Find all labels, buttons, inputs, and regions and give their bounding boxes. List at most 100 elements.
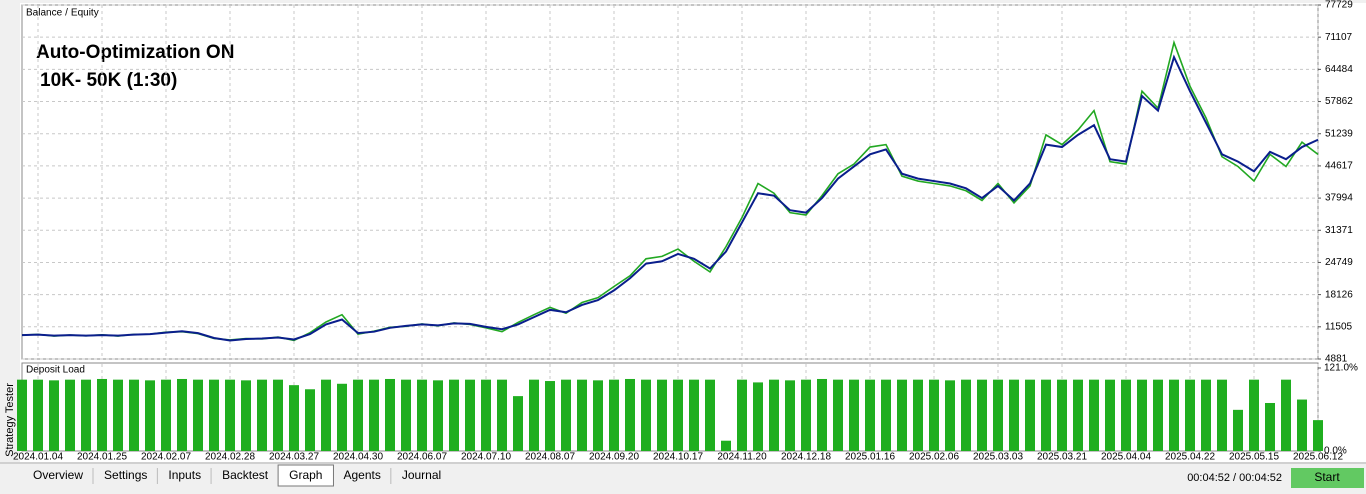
y-tick-label: 11505 xyxy=(1325,321,1353,332)
x-tick-label: 2025.05.15 xyxy=(1229,452,1279,463)
bar xyxy=(785,380,795,451)
bar xyxy=(849,379,859,451)
bar xyxy=(1313,420,1323,451)
bar xyxy=(1089,379,1099,451)
bar xyxy=(1169,379,1179,451)
tab-label[interactable]: Settings xyxy=(104,468,147,482)
bar xyxy=(385,378,395,451)
bar xyxy=(897,379,907,451)
x-tick-label: 2024.04.30 xyxy=(333,452,383,463)
bar xyxy=(1217,379,1227,451)
bar xyxy=(1297,399,1307,451)
bar xyxy=(1185,379,1195,451)
bar xyxy=(273,379,283,451)
bar xyxy=(817,378,827,451)
y-tick-label: 64484 xyxy=(1325,64,1353,75)
y-tick-label: 71107 xyxy=(1325,32,1353,43)
bar xyxy=(97,378,107,451)
tab-active[interactable] xyxy=(277,464,334,487)
bar xyxy=(209,379,219,451)
x-tick-label: 2024.12.18 xyxy=(781,452,831,463)
y-tick-label: 4881 xyxy=(1325,354,1348,365)
panel-title: Deposit Load xyxy=(26,365,85,376)
x-tick-label: 2024.08.07 xyxy=(525,452,575,463)
y-tick-label: 18126 xyxy=(1325,289,1353,300)
bar xyxy=(1281,379,1291,451)
bar xyxy=(145,380,155,451)
tab-label[interactable]: Agents xyxy=(343,468,380,482)
bar xyxy=(497,379,507,451)
bar xyxy=(577,379,587,451)
y-tick-label: 37994 xyxy=(1325,193,1353,204)
x-tick-label: 2024.06.07 xyxy=(397,452,447,463)
x-tick-label: 2025.01.16 xyxy=(845,452,895,463)
x-tick-label: 2024.01.25 xyxy=(77,452,127,463)
y-tick-label: 57862 xyxy=(1325,96,1353,107)
tab-label[interactable]: Backtest xyxy=(222,468,269,482)
bar xyxy=(1025,379,1035,451)
bar xyxy=(465,379,475,451)
start-button[interactable] xyxy=(1291,468,1364,488)
x-tick-label: 2025.06.12 xyxy=(1293,452,1343,463)
x-tick-label: 2025.04.22 xyxy=(1165,452,1215,463)
x-tick-label: 2024.02.07 xyxy=(141,452,191,463)
bar xyxy=(129,379,139,451)
bar xyxy=(929,379,939,451)
bar xyxy=(369,379,379,451)
bar xyxy=(1153,379,1163,451)
tab-label[interactable]: Journal xyxy=(402,468,441,482)
bar xyxy=(881,379,891,451)
bar xyxy=(545,381,555,451)
bar xyxy=(481,379,491,451)
x-tick-label: 2025.03.03 xyxy=(973,452,1023,463)
bar xyxy=(737,379,747,451)
bar xyxy=(81,379,91,451)
bar xyxy=(1249,379,1259,451)
bar xyxy=(689,379,699,451)
side-label: Strategy Tester xyxy=(4,383,16,457)
tab-label[interactable]: Graph xyxy=(289,468,322,482)
bar xyxy=(529,379,539,451)
bar xyxy=(705,379,715,451)
bar xyxy=(769,379,779,451)
bar xyxy=(657,379,667,451)
bar xyxy=(241,380,251,451)
bar xyxy=(993,379,1003,451)
tab-label[interactable]: Overview xyxy=(33,468,83,482)
tab-label[interactable]: Inputs xyxy=(168,468,201,482)
bar xyxy=(753,382,763,451)
y-tick-label: 77729 xyxy=(1325,0,1353,11)
bar xyxy=(1121,379,1131,451)
bar xyxy=(49,380,59,451)
bar xyxy=(1073,379,1083,451)
bar xyxy=(1105,379,1115,451)
start-label[interactable]: Start xyxy=(1314,470,1340,484)
annotation: 10K- 50K (1:30) xyxy=(40,70,177,91)
bar xyxy=(321,379,331,451)
bar xyxy=(721,440,731,451)
bar xyxy=(449,379,459,451)
x-tick-label: 2025.02.06 xyxy=(909,452,959,463)
bar xyxy=(1009,379,1019,451)
y-tick-label: 31371 xyxy=(1325,225,1353,236)
bar xyxy=(353,379,363,451)
annotation: Auto-Optimization ON xyxy=(36,42,234,63)
x-tick-label: 2024.03.27 xyxy=(269,452,319,463)
y-tick-label: 51239 xyxy=(1325,128,1353,139)
x-tick-label: 2025.04.04 xyxy=(1101,452,1151,463)
x-tick-label: 2025.03.21 xyxy=(1037,452,1087,463)
elapsed-time: 00:04:52 / 00:04:52 xyxy=(1187,472,1282,484)
x-tick-label: 2024.02.28 xyxy=(205,452,255,463)
bar xyxy=(289,385,299,451)
bar xyxy=(1233,409,1243,451)
y-tick-label: 24749 xyxy=(1325,257,1353,268)
bar xyxy=(865,379,875,451)
bar xyxy=(1041,379,1051,451)
bar xyxy=(337,383,347,451)
bar xyxy=(161,379,171,451)
bar xyxy=(1201,379,1211,451)
bar xyxy=(945,380,955,451)
bar xyxy=(33,379,43,451)
